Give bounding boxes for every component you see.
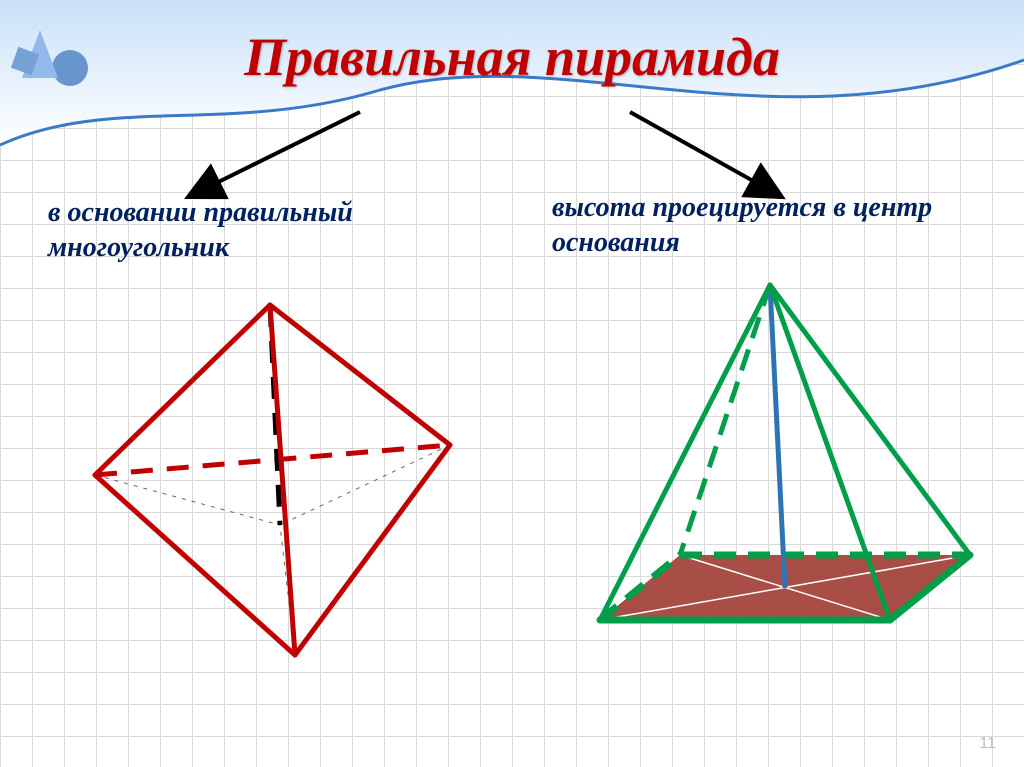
pyramid-figure [560, 270, 1000, 670]
caption-right: высота проецируется в центр основания [552, 190, 982, 260]
arrow-left [190, 112, 360, 196]
tetra-base-hidden [95, 445, 450, 655]
tetra-back-edge [95, 445, 450, 475]
page-number: 11 [979, 735, 996, 753]
tetrahedron-figure [60, 280, 500, 680]
pyramid-height [770, 285, 785, 588]
caption-left: в основании правильный многоугольник [48, 195, 478, 265]
tetra-visible [95, 305, 450, 655]
slide: Правильная пирамида в основании правильн… [0, 0, 1024, 767]
pyramid-back-lateral [680, 285, 770, 555]
arrow-right [630, 112, 780, 196]
